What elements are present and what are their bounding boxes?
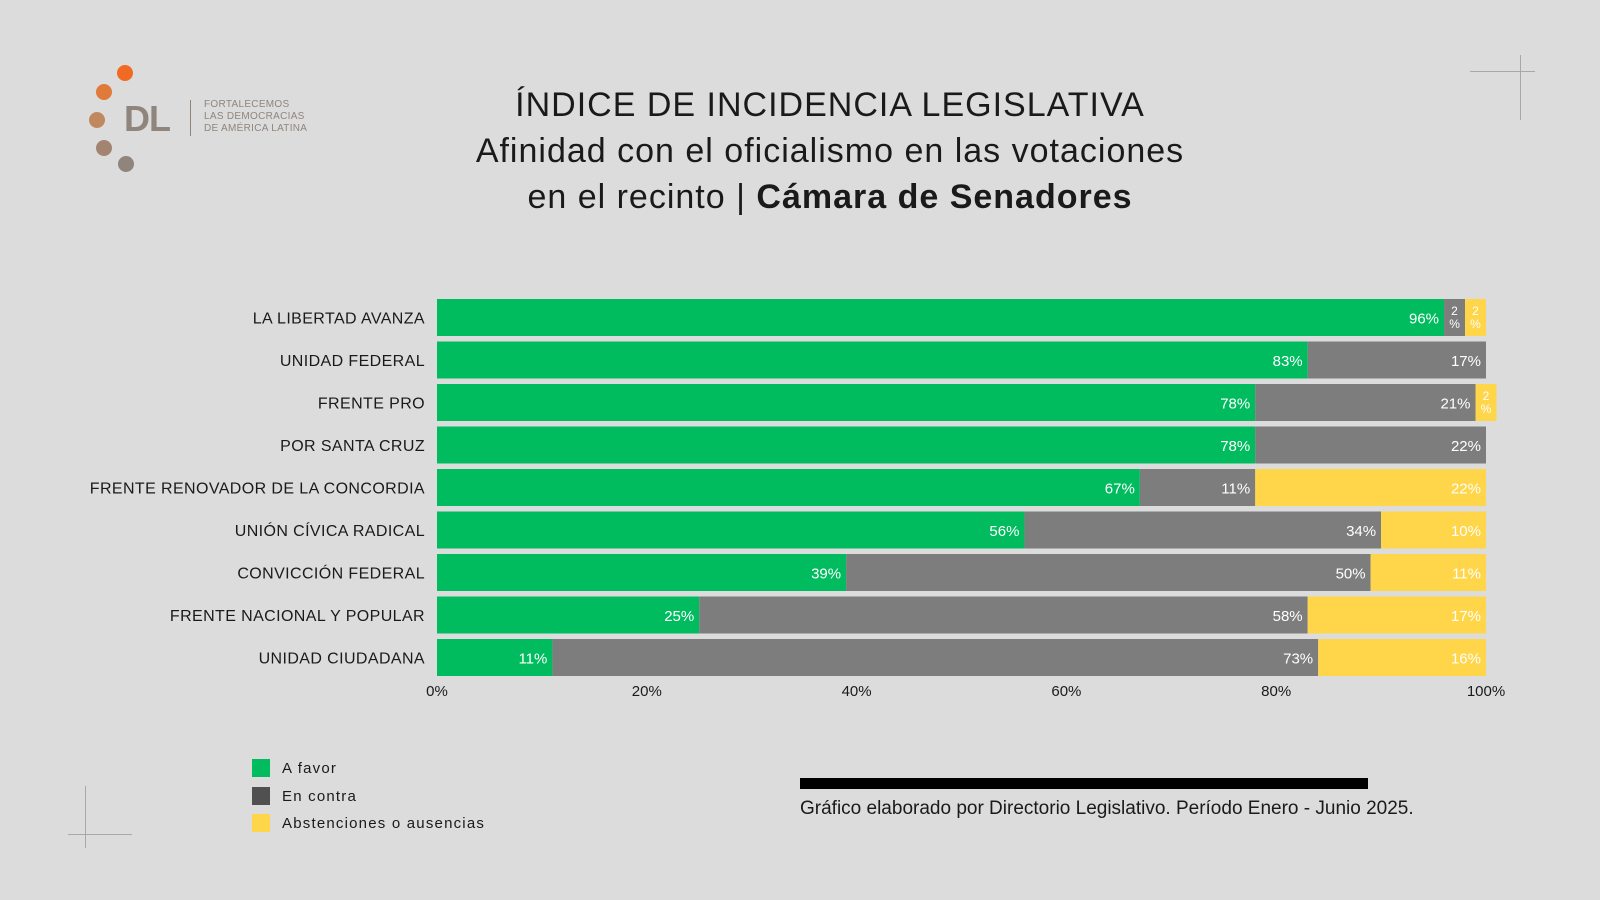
bar-segment [1139, 469, 1256, 506]
x-tick-label: 20% [632, 683, 662, 700]
data-label: 2% [1470, 304, 1481, 331]
legend-swatch-abstenciones [252, 814, 270, 832]
bar-segment [1475, 384, 1497, 421]
logo-dots-icon [89, 65, 134, 172]
corner-mark-top-right [1470, 55, 1540, 120]
data-label: 2% [1449, 304, 1460, 331]
data-label: 17% [1451, 353, 1481, 370]
bar-segment [552, 639, 1319, 676]
bar-segment [437, 511, 1025, 549]
logo-tagline-line: LAS DEMOCRACIAS [204, 111, 305, 122]
category-label: UNIÓN CÍVICA RADICAL [235, 521, 425, 540]
bar-segment [437, 469, 1140, 506]
data-label: 21% [1440, 396, 1470, 413]
data-label: 11% [518, 651, 547, 668]
category-label: FRENTE RENOVADOR DE LA CONCORDIA [90, 481, 425, 498]
bar-segment [1307, 341, 1486, 379]
bar-segment [1255, 469, 1486, 506]
bar-segment [1307, 596, 1486, 634]
data-label: 78% [1220, 396, 1250, 413]
title-line-1: ÍNDICE DE INCIDENCIA LEGISLATIVA [515, 86, 1145, 124]
chart-title: ÍNDICE DE INCIDENCIA LEGISLATIVA Afinida… [330, 82, 1330, 220]
data-label: 50% [1336, 566, 1366, 583]
x-tick-label: 80% [1261, 683, 1291, 700]
legend-label: En contra [282, 787, 358, 805]
data-label: 11% [1452, 566, 1481, 583]
bar-segment [1444, 299, 1466, 336]
legend-label: A favor [282, 760, 338, 777]
bar-segment [1370, 554, 1486, 591]
data-label: 16% [1451, 651, 1481, 668]
bar-segment [1318, 639, 1486, 676]
bar-segment [1465, 299, 1486, 336]
bar-segment [437, 341, 1308, 379]
bar-segment [1255, 426, 1486, 464]
data-label: 78% [1220, 438, 1250, 455]
legend-label: Abstenciones o ausencias [282, 815, 486, 832]
bar-segment [437, 639, 553, 676]
legend-swatch-en-contra [252, 786, 270, 805]
category-label: LA LIBERTAD AVANZA [253, 311, 425, 328]
corner-mark-bottom-left [68, 786, 138, 851]
legend-swatch-a-favor [252, 759, 270, 777]
logo-tagline-line: FORTALECEMOS [204, 99, 290, 110]
logo-initials: DL [124, 98, 171, 139]
x-tick-label: 40% [842, 683, 872, 700]
category-label: FRENTE PRO [318, 396, 425, 413]
bar-segment [846, 554, 1371, 591]
data-label: 2% [1481, 389, 1492, 416]
x-tick-label: 100% [1467, 683, 1505, 700]
title-line-3-prefix: en el recinto | [527, 178, 757, 216]
data-label: 17% [1451, 608, 1481, 625]
data-label: 39% [811, 566, 841, 583]
data-label: 25% [664, 608, 694, 625]
data-label: 11% [1221, 481, 1250, 498]
data-label: 73% [1283, 651, 1313, 668]
bar-segment [1255, 384, 1476, 421]
category-label: POR SANTA CRUZ [280, 438, 425, 455]
logo-tagline-line: DE AMÉRICA LATINA [204, 123, 308, 134]
category-label: UNIDAD FEDERAL [280, 353, 425, 370]
data-label: 83% [1273, 353, 1303, 370]
data-label: 96% [1409, 311, 1439, 328]
data-label: 56% [989, 523, 1019, 540]
stacked-bar-chart: LA LIBERTAD AVANZA 96% 2 % 2 % UNIDAD FEDERAL 8… [90, 299, 1505, 700]
bar-segment [1024, 511, 1382, 549]
title-chamber: Cámara de Senadores [756, 178, 1133, 216]
x-tick-label: 60% [1051, 683, 1081, 700]
bar-segment [437, 384, 1256, 421]
data-label: 10% [1451, 523, 1481, 540]
data-label: 58% [1273, 608, 1303, 625]
category-label: CONVICCIÓN FEDERAL [237, 564, 425, 583]
category-label: UNIDAD CIUDADANA [259, 651, 425, 668]
source-note: Gráfico elaborado por Directorio Legisla… [800, 798, 1414, 819]
bar-segment [437, 596, 700, 634]
source-divider [800, 778, 1368, 789]
logo-tagline: FORTALECEMOS LAS DEMOCRACIAS DE AMÉRICA … [204, 99, 344, 135]
x-tick-label: 0% [426, 683, 448, 700]
data-label: 22% [1451, 438, 1481, 455]
bar-segment [699, 596, 1308, 634]
data-label: 22% [1451, 481, 1481, 498]
data-label: 67% [1105, 481, 1135, 498]
bar-segment [1381, 511, 1486, 549]
category-label: FRENTE NACIONAL Y POPULAR [170, 608, 425, 625]
title-line-2: Afinidad con el oficialismo en las votac… [475, 132, 1185, 170]
logo: DL FORTALECEMOS LAS DEMOCRACIAS DE AMÉRI… [80, 60, 340, 180]
bar-segment [437, 426, 1256, 464]
bar-segment [437, 554, 847, 591]
bar-segment [437, 299, 1445, 336]
logo-divider [190, 100, 191, 136]
title-line-3: en el recinto | Cámara de Senadores [330, 174, 1330, 220]
data-label: 34% [1346, 523, 1376, 540]
